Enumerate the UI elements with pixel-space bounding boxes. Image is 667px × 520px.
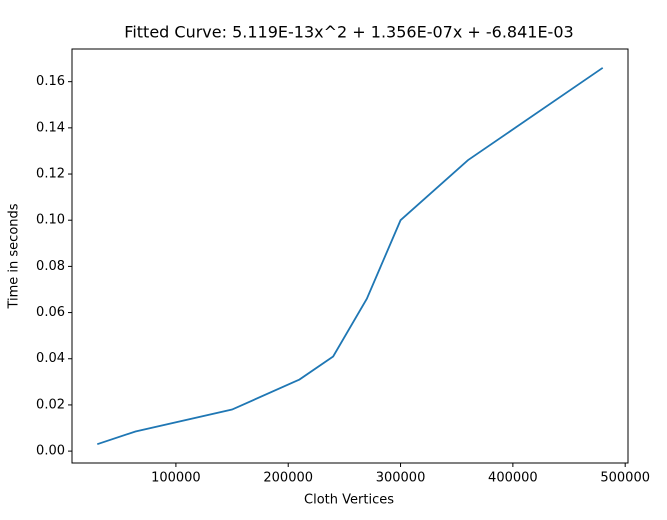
y-tick-label: 0.08 bbox=[36, 259, 65, 274]
x-tick-label: 300000 bbox=[376, 471, 426, 486]
plot-frame bbox=[71, 48, 629, 464]
y-tick-label: 0.10 bbox=[36, 213, 65, 228]
x-tick-label: 400000 bbox=[488, 471, 538, 486]
x-tick-label: 500000 bbox=[600, 471, 650, 486]
y-tick-label: 0.12 bbox=[36, 167, 65, 182]
x-tick-label: 100000 bbox=[151, 471, 201, 486]
y-tick-label: 0.00 bbox=[36, 444, 65, 459]
x-axis-label: Cloth Vertices bbox=[304, 493, 394, 508]
y-tick-label: 0.04 bbox=[36, 351, 65, 366]
y-axis-label: Time in seconds bbox=[7, 203, 22, 309]
y-tick-label: 0.16 bbox=[36, 74, 65, 89]
data-line bbox=[96, 67, 604, 446]
chart-title: Fitted Curve: 5.119E-13x^2 + 1.356E-07x … bbox=[124, 23, 573, 42]
y-tick-label: 0.02 bbox=[36, 397, 65, 412]
y-tick-label: 0.06 bbox=[36, 305, 65, 320]
y-tick-label: 0.14 bbox=[36, 120, 65, 135]
x-tick-label: 200000 bbox=[263, 471, 313, 486]
